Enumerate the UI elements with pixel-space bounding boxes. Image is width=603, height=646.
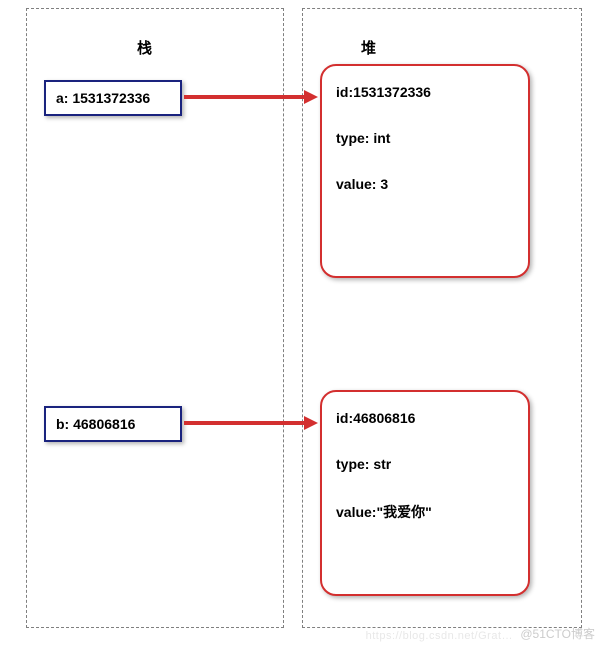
arrow-a-head-icon <box>304 90 318 104</box>
heap-item-int: id:1531372336 type: int value: 3 <box>320 64 530 278</box>
arrow-a-to-int <box>184 95 306 99</box>
heap-int-value: value: 3 <box>336 176 514 192</box>
stack-item-b: b: 46806816 <box>44 406 182 442</box>
heap-title: 堆 <box>361 37 376 58</box>
heap-item-str: id:46806816 type: str value:"我爱你" <box>320 390 530 596</box>
watermark-faint: https://blog.csdn.net/Grat… <box>366 630 513 642</box>
stack-item-b-label: b: 46806816 <box>56 416 135 432</box>
heap-str-type: type: str <box>336 456 514 472</box>
heap-str-value: value:"我爱你" <box>336 502 514 522</box>
watermark-main: @51CTO博客 <box>520 625 595 642</box>
heap-int-type: type: int <box>336 130 514 146</box>
heap-str-id: id:46806816 <box>336 410 514 426</box>
heap-int-id: id:1531372336 <box>336 84 514 100</box>
arrow-b-to-str <box>184 421 306 425</box>
stack-item-a-label: a: 1531372336 <box>56 90 150 106</box>
stack-item-a: a: 1531372336 <box>44 80 182 116</box>
arrow-b-head-icon <box>304 416 318 430</box>
stack-title: 栈 <box>137 37 152 58</box>
